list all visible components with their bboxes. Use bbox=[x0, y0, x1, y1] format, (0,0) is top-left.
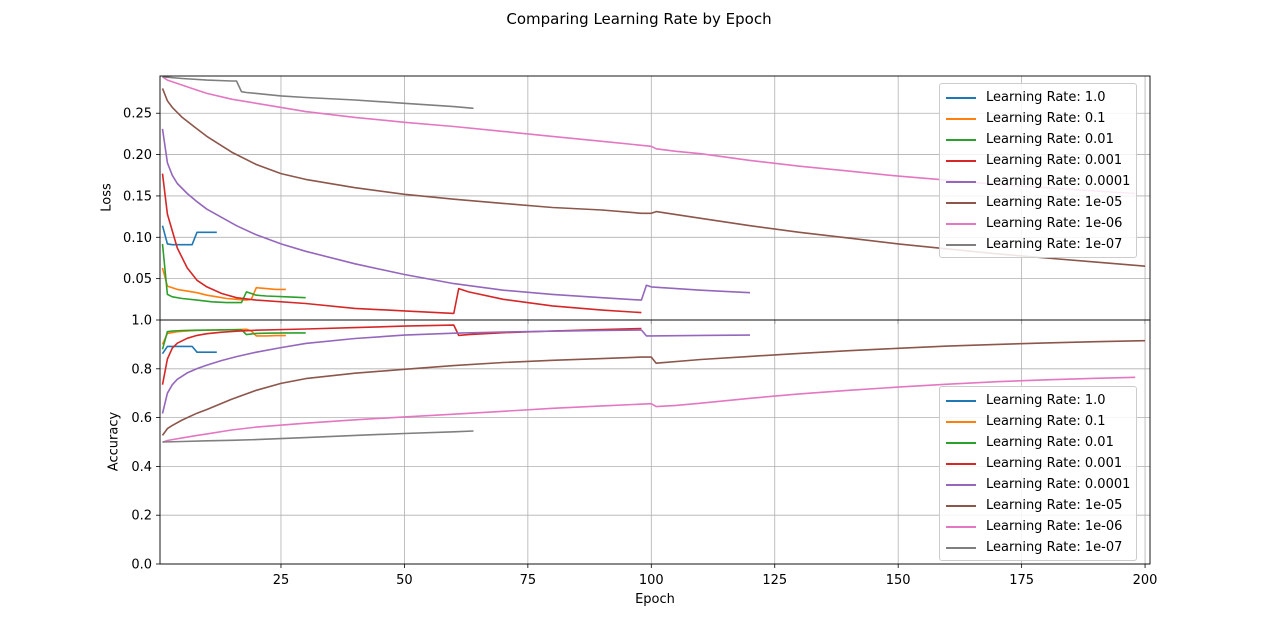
accuracy-ytick-label: 0.4 bbox=[131, 460, 152, 475]
legend-swatch bbox=[946, 420, 976, 423]
accuracy-series-line bbox=[161, 328, 306, 350]
legend-label: Learning Rate: 1e-07 bbox=[986, 540, 1123, 555]
legend-swatch bbox=[946, 462, 976, 465]
legend-swatch bbox=[946, 180, 976, 183]
legend-item: Learning Rate: 0.01 bbox=[946, 432, 1130, 453]
legend-swatch bbox=[946, 504, 976, 507]
accuracy-xtick-label: 200 bbox=[1133, 573, 1158, 588]
loss-axis-label: Loss bbox=[99, 183, 115, 212]
accuracy-xtick-label: 75 bbox=[520, 573, 537, 588]
loss-ytick-label: 0.25 bbox=[123, 107, 152, 122]
accuracy-series-line bbox=[162, 376, 1136, 443]
legend-label: Learning Rate: 1e-06 bbox=[986, 216, 1123, 231]
loss-series-line bbox=[162, 76, 474, 110]
legend-swatch bbox=[946, 201, 976, 204]
legend-swatch bbox=[946, 546, 976, 549]
legend-swatch bbox=[946, 243, 976, 246]
loss-series-line bbox=[162, 76, 1136, 195]
legend-label: Learning Rate: 1.0 bbox=[986, 90, 1106, 105]
accuracy-axes-frame bbox=[159, 319, 1151, 565]
legend-label: Learning Rate: 0.1 bbox=[986, 414, 1106, 429]
loss-series-line bbox=[161, 225, 217, 246]
accuracy-xtick-label: 125 bbox=[762, 573, 787, 588]
legend-label: Learning Rate: 1e-05 bbox=[986, 498, 1123, 513]
loss-series-line bbox=[161, 88, 1146, 267]
accuracy-series-line bbox=[161, 345, 217, 355]
legend-item: Learning Rate: 0.1 bbox=[946, 108, 1130, 129]
accuracy-ytick-label: 0.2 bbox=[131, 509, 152, 524]
accuracy-legend: Learning Rate: 1.0 Learning Rate: 0.1 Lear… bbox=[939, 386, 1138, 561]
legend-item: Learning Rate: 1.0 bbox=[946, 390, 1130, 411]
loss-series-line bbox=[161, 173, 642, 315]
legend-item: Learning Rate: 0.001 bbox=[946, 453, 1130, 474]
legend-item: Learning Rate: 1e-07 bbox=[946, 234, 1130, 255]
legend-label: Learning Rate: 0.1 bbox=[986, 111, 1106, 126]
legend-item: Learning Rate: 1e-05 bbox=[946, 495, 1130, 516]
legend-label: Learning Rate: 1.0 bbox=[986, 393, 1106, 408]
legend-swatch bbox=[946, 138, 976, 141]
legend-label: Learning Rate: 0.0001 bbox=[986, 477, 1131, 492]
legend-swatch bbox=[946, 483, 976, 486]
legend-item: Learning Rate: 1e-07 bbox=[946, 537, 1130, 558]
legend-swatch bbox=[946, 222, 976, 225]
legend-label: Learning Rate: 1e-05 bbox=[986, 195, 1123, 210]
legend-item: Learning Rate: 0.01 bbox=[946, 129, 1130, 150]
legend-item: Learning Rate: 0.001 bbox=[946, 150, 1130, 171]
loss-ytick-label: 0.05 bbox=[123, 272, 152, 287]
legend-label: Learning Rate: 0.001 bbox=[986, 153, 1123, 168]
loss-series-line bbox=[161, 267, 286, 301]
accuracy-ytick-label: 1.0 bbox=[131, 314, 152, 329]
epoch-axis-label: Epoch bbox=[635, 592, 675, 607]
accuracy-xtick-label: 50 bbox=[396, 573, 413, 588]
legend-item: Learning Rate: 1e-06 bbox=[946, 213, 1130, 234]
legend-item: Learning Rate: 0.0001 bbox=[946, 171, 1130, 192]
accuracy-series-line bbox=[161, 339, 1146, 436]
accuracy-xtick-label: 25 bbox=[273, 573, 290, 588]
legend-swatch bbox=[946, 159, 976, 162]
loss-ytick-label: 0.15 bbox=[123, 189, 152, 204]
legend-label: Learning Rate: 0.01 bbox=[986, 132, 1114, 147]
legend-item: Learning Rate: 1.0 bbox=[946, 87, 1130, 108]
accuracy-series-line bbox=[161, 329, 751, 414]
legend-item: Learning Rate: 0.0001 bbox=[946, 474, 1130, 495]
legend-swatch bbox=[946, 399, 976, 402]
legend-item: Learning Rate: 1e-06 bbox=[946, 516, 1130, 537]
accuracy-series-line bbox=[161, 324, 642, 385]
loss-legend: Learning Rate: 1.0 Learning Rate: 0.1 Lear… bbox=[939, 83, 1138, 258]
accuracy-xtick-label: 100 bbox=[639, 573, 664, 588]
accuracy-ytick-label: 0.0 bbox=[131, 558, 152, 573]
loss-ytick-label: 0.10 bbox=[123, 231, 152, 246]
legend-item: Learning Rate: 0.1 bbox=[946, 411, 1130, 432]
legend-swatch bbox=[946, 96, 976, 99]
accuracy-axis-label: Accuracy bbox=[106, 411, 122, 472]
legend-label: Learning Rate: 0.0001 bbox=[986, 174, 1131, 189]
legend-label: Learning Rate: 0.01 bbox=[986, 435, 1114, 450]
accuracy-xtick-label: 150 bbox=[886, 573, 911, 588]
legend-swatch bbox=[946, 525, 976, 528]
accuracy-xtick-label: 175 bbox=[1009, 573, 1034, 588]
legend-label: Learning Rate: 1e-06 bbox=[986, 519, 1123, 534]
legend-item: Learning Rate: 1e-05 bbox=[946, 192, 1130, 213]
loss-series-line bbox=[161, 243, 306, 304]
legend-label: Learning Rate: 0.001 bbox=[986, 456, 1123, 471]
accuracy-ytick-label: 0.8 bbox=[131, 362, 152, 377]
loss-ytick-label: 0.20 bbox=[123, 148, 152, 163]
legend-swatch bbox=[946, 117, 976, 120]
legend-label: Learning Rate: 1e-07 bbox=[986, 237, 1123, 252]
accuracy-ytick-label: 0.6 bbox=[131, 411, 152, 426]
accuracy-series-line bbox=[162, 430, 474, 443]
legend-swatch bbox=[946, 441, 976, 444]
loss-series-line bbox=[161, 128, 751, 301]
figure-title: Comparing Learning Rate by Epoch bbox=[506, 10, 772, 28]
